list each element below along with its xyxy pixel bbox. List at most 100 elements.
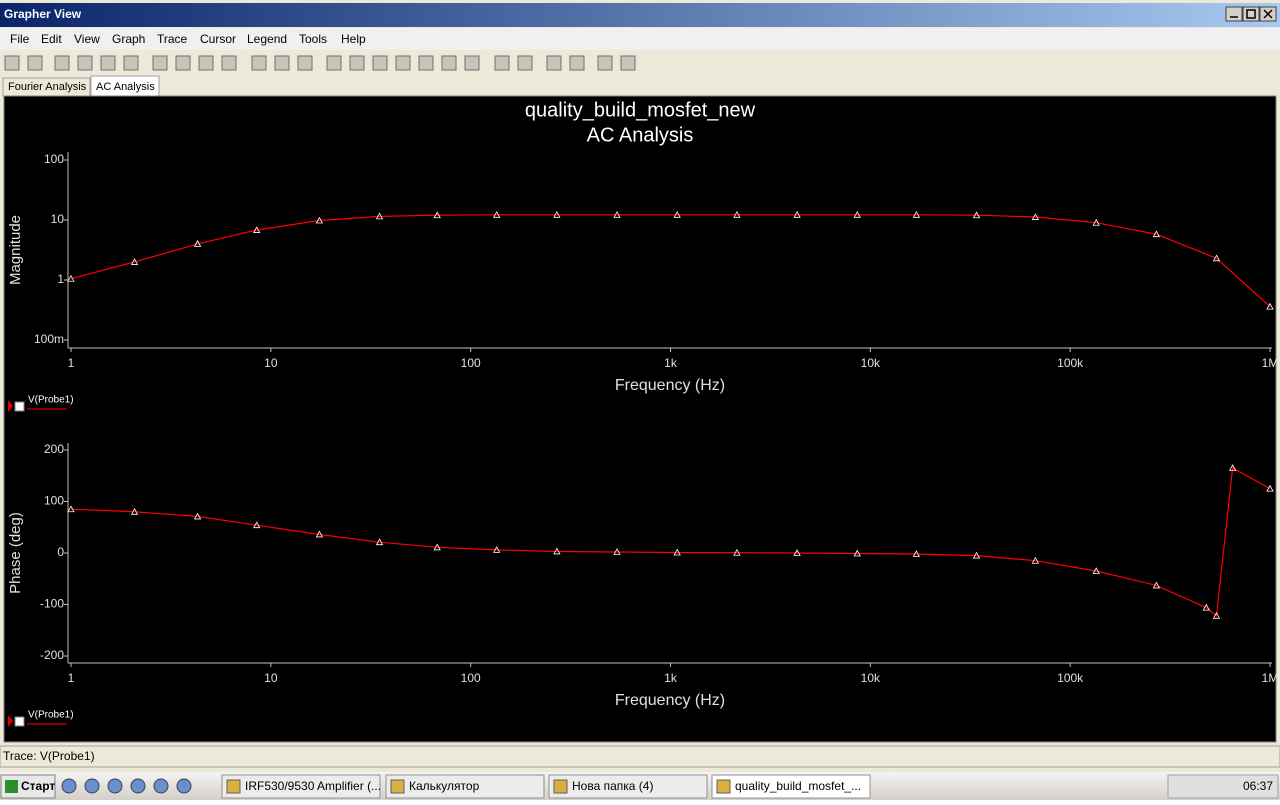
- status-bar: [0, 745, 1280, 768]
- y-tick-label: 100m: [34, 332, 64, 346]
- tool-button[interactable]: [569, 55, 585, 71]
- y-tick-label: -200: [40, 648, 64, 662]
- menu-item[interactable]: Help: [341, 32, 366, 46]
- y-tick-label: -100: [40, 597, 64, 611]
- tool-button[interactable]: [494, 55, 510, 71]
- tool-button[interactable]: [349, 55, 365, 71]
- legend-arrow: [8, 400, 13, 412]
- task-label[interactable]: Нова папка (4): [572, 779, 653, 793]
- data-marker: [253, 226, 261, 233]
- tool-button[interactable]: [123, 55, 139, 71]
- menu-item[interactable]: Graph: [112, 32, 145, 46]
- tab-label[interactable]: AC Analysis: [96, 81, 155, 93]
- data-marker: [553, 547, 561, 555]
- quick-icon[interactable]: [176, 778, 192, 794]
- tool-button[interactable]: [152, 55, 168, 71]
- x-tick-label: 10k: [861, 671, 881, 685]
- series-line: [70, 214, 1271, 308]
- data-marker: [853, 210, 861, 218]
- x-tick-label: 1k: [664, 671, 678, 685]
- data-marker: [1266, 302, 1274, 310]
- window-buttons[interactable]: [1225, 6, 1277, 22]
- tool-button[interactable]: [464, 55, 480, 71]
- quick-icon[interactable]: [107, 778, 123, 794]
- quick-icon[interactable]: [153, 778, 169, 794]
- quick-icon[interactable]: [61, 778, 77, 794]
- task-button[interactable]: [221, 774, 381, 799]
- menu-item[interactable]: Edit: [41, 32, 62, 46]
- data-marker: [130, 507, 139, 515]
- title-bar: [0, 3, 1280, 27]
- menu-item[interactable]: Legend: [247, 32, 287, 46]
- tool-button[interactable]: [251, 55, 267, 71]
- task-label[interactable]: IRF530/9530 Amplifier (...: [245, 779, 381, 793]
- tool-button[interactable]: [297, 55, 313, 71]
- legend-checkbox[interactable]: [14, 716, 25, 727]
- menu-item[interactable]: Cursor: [200, 32, 236, 46]
- data-marker: [67, 274, 75, 282]
- x-tick-label: 10k: [861, 356, 881, 370]
- data-marker: [253, 521, 261, 529]
- data-marker: [375, 212, 384, 220]
- y-tick-label: 100: [44, 494, 64, 508]
- tool-button[interactable]: [221, 55, 237, 71]
- tool-button[interactable]: [597, 55, 613, 71]
- quick-icon[interactable]: [84, 778, 100, 794]
- tool-button[interactable]: [395, 55, 411, 71]
- task-button[interactable]: [548, 774, 708, 799]
- task-label[interactable]: quality_build_mosfet_...: [735, 779, 861, 793]
- tool-button[interactable]: [620, 55, 636, 71]
- legend-label: V(Probe1): [28, 710, 74, 721]
- tool-button[interactable]: [100, 55, 116, 71]
- x-tick-label: 100k: [1057, 356, 1084, 370]
- tool-button[interactable]: [418, 55, 434, 71]
- y-axis-label: Phase (deg): [7, 512, 24, 594]
- data-marker: [733, 210, 741, 218]
- y-tick-label: 10: [51, 212, 65, 226]
- data-marker: [67, 505, 75, 513]
- plot-area: [3, 95, 1277, 743]
- menu-item[interactable]: View: [74, 32, 100, 46]
- menu-item[interactable]: File: [10, 32, 30, 46]
- tray: [1167, 774, 1279, 799]
- menu-item[interactable]: Tools: [299, 32, 327, 46]
- x-tick-label: 100: [461, 356, 481, 370]
- tab-label[interactable]: Fourier Analysis: [8, 81, 87, 93]
- tool-button[interactable]: [274, 55, 290, 71]
- legend-checkbox[interactable]: [14, 401, 25, 412]
- tool-button[interactable]: [326, 55, 342, 71]
- tool-button[interactable]: [372, 55, 388, 71]
- data-marker: [1152, 581, 1161, 589]
- tool-button[interactable]: [546, 55, 562, 71]
- maximize[interactable]: [1242, 6, 1260, 22]
- tool-button[interactable]: [4, 55, 20, 71]
- quick-icon[interactable]: [130, 778, 146, 794]
- task-label[interactable]: Калькулятор: [409, 779, 480, 793]
- menu-item[interactable]: Trace: [157, 32, 188, 46]
- task-button[interactable]: [711, 774, 871, 799]
- data-marker: [1228, 464, 1237, 471]
- x-tick-label: 1k: [664, 356, 678, 370]
- chart-subtitle: AC Analysis: [587, 124, 694, 146]
- data-marker: [1092, 218, 1100, 226]
- tool-button[interactable]: [198, 55, 214, 71]
- tool-button[interactable]: [54, 55, 70, 71]
- window-title: Grapher View: [4, 7, 82, 21]
- tool-button[interactable]: [27, 55, 43, 71]
- task-buttons: IRF530/9530 Amplifier (... Калькулятор Нов…: [221, 774, 871, 799]
- tool-button[interactable]: [175, 55, 191, 71]
- data-marker: [1031, 556, 1040, 564]
- task-icon: [390, 779, 405, 794]
- tool-button[interactable]: [77, 55, 93, 71]
- x-tick-label: 100k: [1057, 671, 1084, 685]
- data-marker: [315, 530, 324, 538]
- quick-launch: [61, 778, 192, 794]
- tool-button[interactable]: [517, 55, 533, 71]
- data-marker: [315, 216, 324, 224]
- minimize[interactable]: [1225, 6, 1243, 22]
- task-button[interactable]: [385, 774, 545, 799]
- start-label[interactable]: Старт: [21, 779, 55, 793]
- data-marker: [912, 210, 921, 218]
- tool-button[interactable]: [441, 55, 457, 71]
